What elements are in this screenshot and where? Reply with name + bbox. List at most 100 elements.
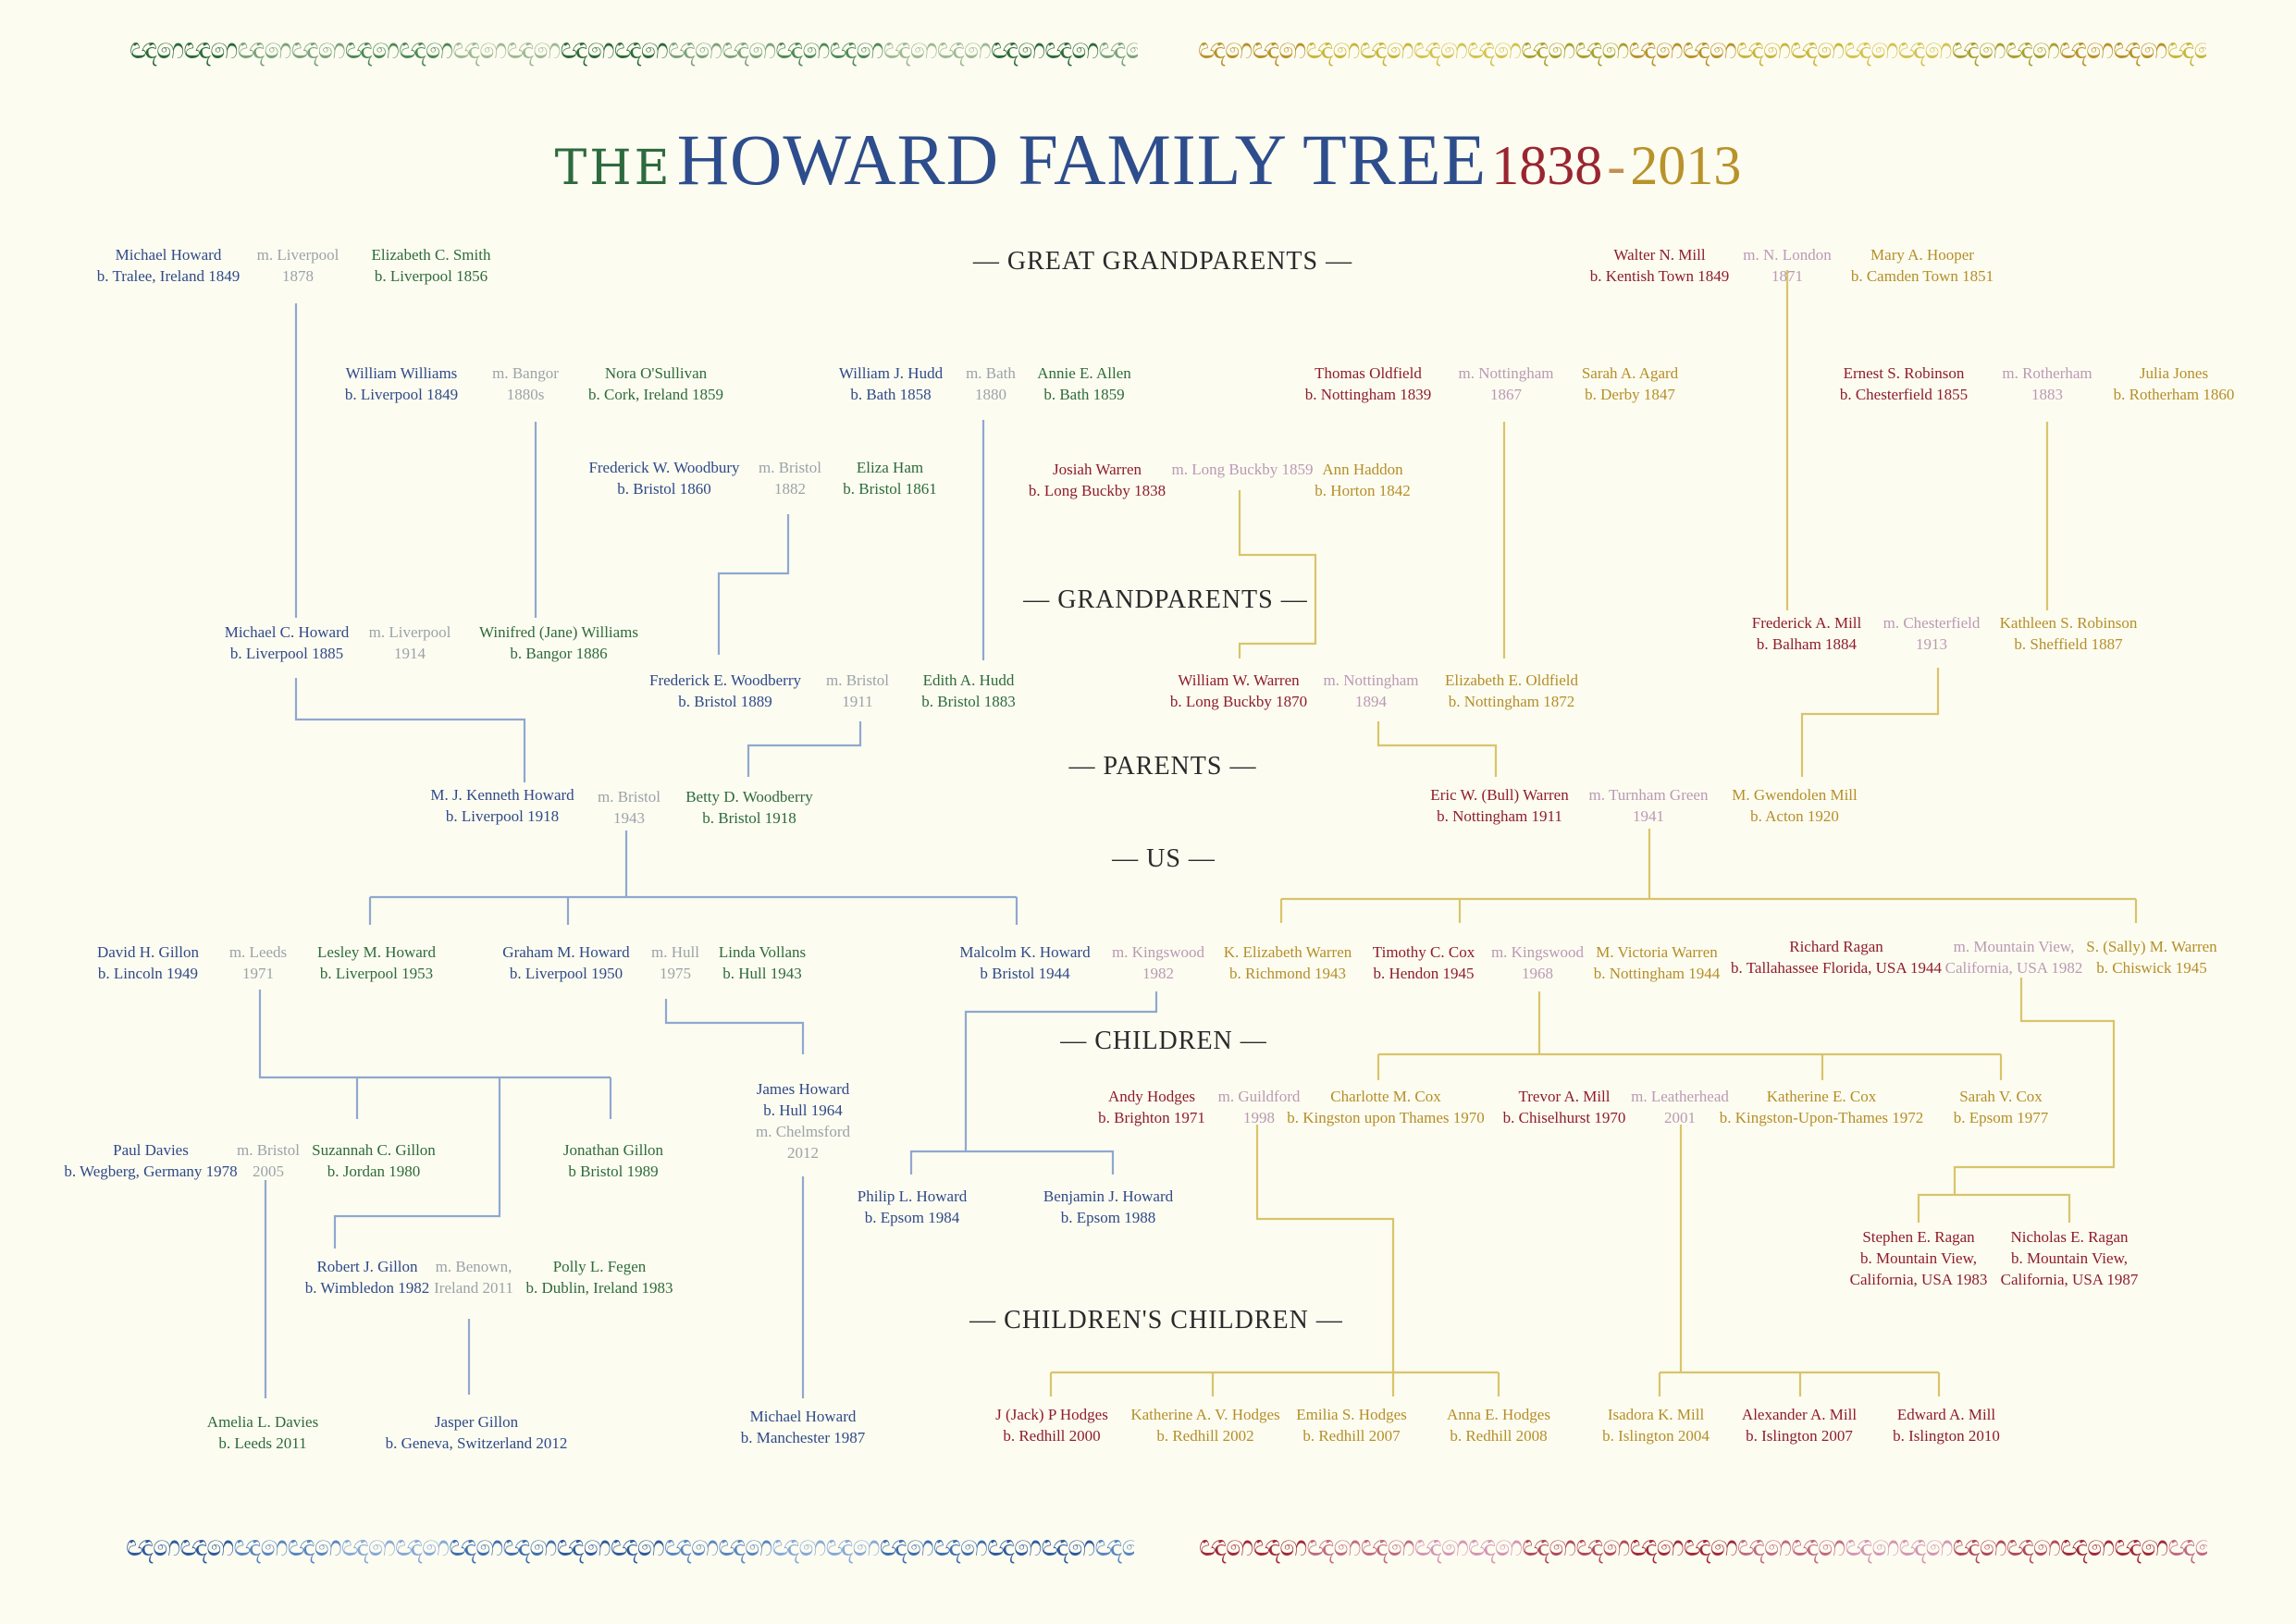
person-name: Polly L. Fegen	[552, 1258, 647, 1275]
person-name: Thomas Oldfield	[1315, 364, 1422, 382]
person-detail: 1867	[1489, 386, 1522, 403]
scroll-ornament-icon: ෨	[1018, 32, 1045, 66]
person-name: m. Bristol	[825, 671, 890, 689]
person-m-hull-1975: m. Hull 1975	[651, 941, 699, 984]
person-detail: b. Liverpool 1953	[319, 965, 434, 982]
scroll-ornament-icon: ඥ	[883, 32, 911, 66]
scroll-ornament-icon: ෨	[583, 1530, 611, 1563]
generation-us: — US —	[1112, 844, 1216, 873]
person-anna-e-hodges: Anna E. Hodges b. Redhill 2008	[1447, 1404, 1550, 1446]
person-michael-c-howard: Michael C. Howard b. Liverpool 1885	[225, 621, 350, 664]
person-sarah-a-agard: Sarah A. Agard b. Derby 1847	[1582, 363, 1678, 405]
person-m-chesterfield-1913: m. Chesterfield 1913	[1883, 612, 1981, 655]
title-the: THE	[554, 141, 673, 196]
scroll-ornament-icon: ෨	[426, 32, 453, 66]
scroll-ornament-icon: ෨	[1924, 32, 1953, 66]
scroll-ornament-icon: ෨	[694, 32, 722, 66]
person-detail: 1971	[241, 965, 274, 982]
person-polly-l-fegen: Polly L. Fegen b. Dublin, Ireland 1983	[525, 1256, 673, 1298]
person-sarah-v-cox: Sarah V. Cox b. Epsom 1977	[1954, 1086, 2048, 1128]
person-m-leeds-1971: m. Leeds 1971	[229, 941, 287, 984]
scroll-ornament-icon: ෨	[2087, 1530, 2115, 1563]
person-detail: California, USA 1982	[1944, 959, 2083, 977]
scroll-ornament-icon: ෨	[314, 1530, 342, 1563]
person-josiah-warren: Josiah Warren b. Long Buckby 1838	[1029, 459, 1166, 501]
person-detail: b. Dublin, Ireland 1983	[525, 1279, 673, 1297]
person-name: m. Guildford	[1217, 1088, 1301, 1105]
scroll-ornament-icon: ෨	[963, 32, 992, 66]
person-detail: b. Liverpool 1856	[374, 267, 488, 285]
generation-great-grandparents: — GREAT GRANDPARENTS —	[972, 247, 1353, 276]
scroll-ornament-icon: ඥ	[1467, 1530, 1496, 1563]
person-name: Philip L. Howard	[857, 1187, 968, 1205]
scroll-ornament-icon: ෨	[745, 1530, 772, 1563]
person-name: M. Gwendolen Mill	[1732, 786, 1858, 804]
scroll-ornament-icon: ඥ	[449, 1530, 476, 1563]
person-m-nottingham-1867: m. Nottingham 1867	[1459, 363, 1554, 405]
person-william-j-hudd: William J. Hudd b. Bath 1858	[839, 363, 943, 405]
scroll-ornament-icon: ෨	[2193, 31, 2206, 68]
person-name: Eliza Ham	[856, 459, 924, 476]
top-right-border: ඥ෨ඥ෨ඥ෨ඥ෨ඥ෨ඥ෨ඥ෨ඥ෨ඥ෨ඥ෨ඥ෨ඥ෨ඥ෨ඥ෨ඥ෨ඥ෨ඥ෨ඥ෨ඥ෨ඥ෨…	[1198, 31, 2206, 69]
person-linda-vollans: Linda Vollans b. Hull 1943	[719, 941, 806, 984]
person-name: David H. Gillon	[96, 943, 200, 961]
scroll-ornament-icon: ඥ	[290, 32, 319, 66]
person-paul-davies: Paul Davies b. Wegberg, Germany 1978	[64, 1139, 237, 1182]
scroll-ornament-icon: ඥ	[1252, 32, 1279, 66]
person-detail: b. Hendon 1945	[1373, 965, 1475, 982]
person-detail: b. Hull 1943	[722, 965, 802, 982]
person-detail: b. Tralee, Ireland 1849	[96, 267, 241, 285]
scroll-ornament-icon: ෨	[1709, 32, 1737, 66]
person-name: Sarah A. Agard	[1581, 364, 1679, 382]
person-nora-osullivan: Nora O'Sullivan b. Cork, Ireland 1859	[588, 363, 723, 405]
person-isadora-k-mill: Isadora K. Mill b. Islington 2004	[1602, 1404, 1710, 1446]
scroll-ornament-icon: ෨	[1068, 1530, 1095, 1563]
generation-childrens-children: — CHILDREN'S CHILDREN —	[969, 1306, 1343, 1335]
scroll-ornament-icon: ෨	[422, 1530, 450, 1563]
person-detail: b Bristol 1989	[568, 1163, 659, 1180]
scroll-ornament-icon: ඥ	[932, 1530, 961, 1563]
person-malcolm-k-howard: Malcolm K. Howard b Bristol 1944	[959, 941, 1090, 984]
person-detail: b. Camden Town 1851	[1850, 267, 1994, 285]
title-year-end: 2013	[1630, 135, 1742, 196]
person-name: Stephen E. Ragan	[1862, 1228, 1975, 1246]
person-name: m. N. London	[1743, 246, 1832, 264]
person-name: Frederick W. Woodbury	[588, 459, 740, 476]
scroll-ornament-icon: ඥ	[340, 1530, 369, 1563]
person-charlotte-m-cox: Charlotte M. Cox b. Kingston upon Thames …	[1287, 1086, 1485, 1128]
person-detail: b. Cork, Ireland 1859	[588, 386, 723, 403]
person-detail: b. Mountain View,	[1860, 1249, 1977, 1267]
person-winifred-williams: Winifred (Jane) Williams b. Bangor 1886	[479, 621, 638, 664]
person-name: Ernest S. Robinson	[1843, 364, 1965, 382]
person-detail: b. Islington 2007	[1746, 1427, 1853, 1445]
person-name: M. Victoria Warren	[1596, 943, 1718, 961]
person-detail: b. Rotherham 1860	[2113, 386, 2235, 403]
scroll-ornament-icon: ඥ	[1951, 32, 1980, 66]
person-name: Benjamin J. Howard	[1043, 1187, 1174, 1205]
person-detail: 1982	[1142, 965, 1174, 982]
person-detail: 1894	[1354, 693, 1387, 710]
person-name: Annie E. Allen	[1037, 364, 1131, 382]
person-m-liverpool-1914: m. Liverpool 1914	[369, 621, 451, 664]
person-name: m. Chesterfield	[1882, 614, 1981, 632]
scroll-ornament-icon: ෨	[153, 1530, 180, 1563]
person-robert-j-gillon: Robert J. Gillon b. Wimbledon 1982	[305, 1256, 430, 1298]
scroll-ornament-icon: ඥ	[1094, 1530, 1122, 1563]
person-edward-a-mill: Edward A. Mill b. Islington 2010	[1893, 1404, 2000, 1446]
person-m-kingswood-1982: m. Kingswood 1982	[1112, 941, 1204, 984]
scroll-ornament-icon: ෨	[1601, 32, 1629, 66]
person-detail: 1968	[1522, 965, 1553, 982]
title-dash: -	[1607, 135, 1626, 196]
scroll-ornament-icon: ඥ	[1466, 32, 1495, 66]
scroll-ornament-icon: ඥ	[2167, 1530, 2195, 1563]
howard-side-lines	[258, 303, 1158, 1398]
person-kathleen-s-robinson: Kathleen S. Robinson b. Sheffield 1887	[2000, 612, 2138, 655]
scroll-ornament-icon: ෨	[1125, 31, 1138, 68]
scroll-ornament-icon: ඥ	[663, 1530, 692, 1563]
person-detail: b. Geneva, Switzerland 2012	[385, 1434, 568, 1452]
line-gillon-to-children	[258, 990, 612, 1249]
person-detail: 1914	[393, 645, 426, 662]
person-elizabeth-e-oldfield: Elizabeth E. Oldfield b. Nottingham 1872	[1445, 670, 1578, 712]
person-name: m. Nottingham	[1323, 671, 1419, 689]
scroll-ornament-icon: ඥ	[2060, 1530, 2088, 1563]
